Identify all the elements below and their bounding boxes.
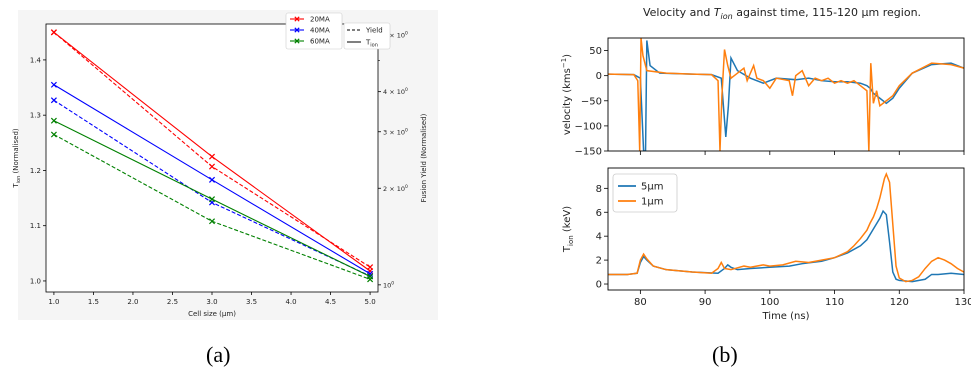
- chart-a-legend-marker: [294, 16, 300, 22]
- chart-b-y-tick-label: 6: [596, 208, 602, 219]
- chart-b-y-tick-label: −100: [575, 121, 602, 132]
- chart-b-y-axis-label: velocity (kms−1): [560, 54, 573, 135]
- chart-a-x-tick-label: 2.0: [127, 298, 138, 306]
- chart-a-x-tick-label: 4.0: [285, 298, 296, 306]
- chart-a-x-tick-label: 4.5: [325, 298, 336, 306]
- chart-a-y-tick-label: 1.4: [30, 56, 42, 64]
- chart-a-y-tick-label: 1.1: [30, 222, 41, 230]
- chart-b-y-tick-label: 8: [596, 184, 602, 195]
- chart-a-yield-point: [50, 97, 57, 104]
- chart-b-legend-label: 5μm: [641, 182, 663, 193]
- chart-b-frame: [607, 167, 965, 291]
- chart-a-legend-label: Yield: [365, 27, 383, 35]
- chart-b-y-tick-label: 0: [596, 280, 602, 291]
- chart-a-tion-point: [50, 81, 57, 88]
- chart-a-legend-label: Tion: [365, 39, 378, 49]
- chart-a-tion-point: [208, 153, 216, 160]
- chart-b-x-tick-label: 110: [825, 297, 844, 308]
- chart-a-x-axis-label: Cell size (μm): [188, 310, 236, 318]
- chart-a-yield-point: [208, 218, 216, 225]
- chart-a-y2-axis-label: Fusion Yield (Normalised): [420, 113, 428, 202]
- chart-a-tion-point: [208, 176, 216, 183]
- chart-b-series-5um: [608, 40, 964, 151]
- chart-a-plot-area: [45, 23, 379, 293]
- chart-b-y-tick-label: 4: [596, 232, 602, 243]
- chart-a-x-tick-label: 1.5: [88, 298, 99, 306]
- chart-a-tion-point: [50, 117, 57, 124]
- chart-b-x-tick-label: 130: [954, 297, 971, 308]
- chart-b-series-5um: [608, 209, 964, 283]
- chart-a-y2-tick-label: 2 × 100: [383, 184, 408, 193]
- chart-b-y-axis-label: Tion (keV): [562, 206, 575, 253]
- chart-a-yield-point: [367, 276, 374, 283]
- chart-a-y2-tick-label: 4 × 100: [383, 87, 408, 96]
- chart-b-y-tick-label: −150: [575, 147, 602, 158]
- chart-a-legend-marker: [294, 38, 300, 44]
- chart-a-x-tick-label: 3.5: [246, 298, 257, 306]
- chart-a-y2-tick-label: 100: [383, 280, 394, 289]
- chart-a-y-tick-label: 1.2: [30, 167, 41, 175]
- chart-a-yield-point: [50, 131, 57, 138]
- chart-b-legend-label: 1μm: [641, 197, 663, 208]
- chart-a-y2-tick-label: 3 × 100: [383, 127, 408, 136]
- chart-b-series-1um: [608, 171, 964, 283]
- chart-a-y-axis-label: Tion (Normalised): [12, 128, 22, 189]
- chart-b-y-tick-label: −50: [581, 96, 602, 107]
- chart-b-x-tick-label: 80: [634, 297, 647, 308]
- chart-a-yield-point: [367, 264, 374, 271]
- chart-b-y-tick-label: 50: [589, 46, 602, 57]
- chart-a-x-tick-label: 1.0: [48, 298, 59, 306]
- chart-a-x-tick-label: 2.5: [167, 298, 178, 306]
- caption-a: (a): [206, 342, 231, 367]
- chart-b-y-tick-label: 0: [596, 71, 602, 82]
- chart-b-frame: [607, 37, 965, 152]
- chart-b-x-axis-label: Time (ns): [761, 311, 809, 322]
- chart-a-y2-tick-label: 6 × 100: [383, 31, 408, 40]
- chart-b-y-tick-label: 2: [596, 256, 602, 267]
- chart-b-x-tick-label: 120: [890, 297, 909, 308]
- chart-a-legend-box: [285, 12, 343, 50]
- chart-b-title: Velocity and Tion against time, 115-120 …: [643, 6, 921, 21]
- chart-a-x-tick-label: 5.0: [365, 298, 376, 306]
- chart-a-y-tick-label: 1.3: [30, 112, 41, 120]
- chart-a-x-tick-label: 3.0: [206, 298, 217, 306]
- caption-b: (b): [712, 342, 738, 367]
- chart-a-yield-point: [50, 29, 57, 36]
- chart-a-tion-point: [208, 196, 216, 203]
- chart-a-legend-label: 40MA: [310, 27, 330, 35]
- chart-a-legend-label: 20MA: [310, 16, 330, 24]
- chart-a-y-tick-label: 1.0: [30, 277, 41, 285]
- chart-b-x-tick-label: 100: [760, 297, 779, 308]
- chart-a-legend-marker: [294, 27, 300, 33]
- chart-a-legend-label: 60MA: [310, 38, 330, 46]
- chart-b-x-tick-label: 90: [699, 297, 712, 308]
- chart-a-yield-point: [208, 163, 216, 170]
- chart-b-legend-box: [612, 173, 678, 213]
- chart-b-series-1um: [608, 38, 964, 151]
